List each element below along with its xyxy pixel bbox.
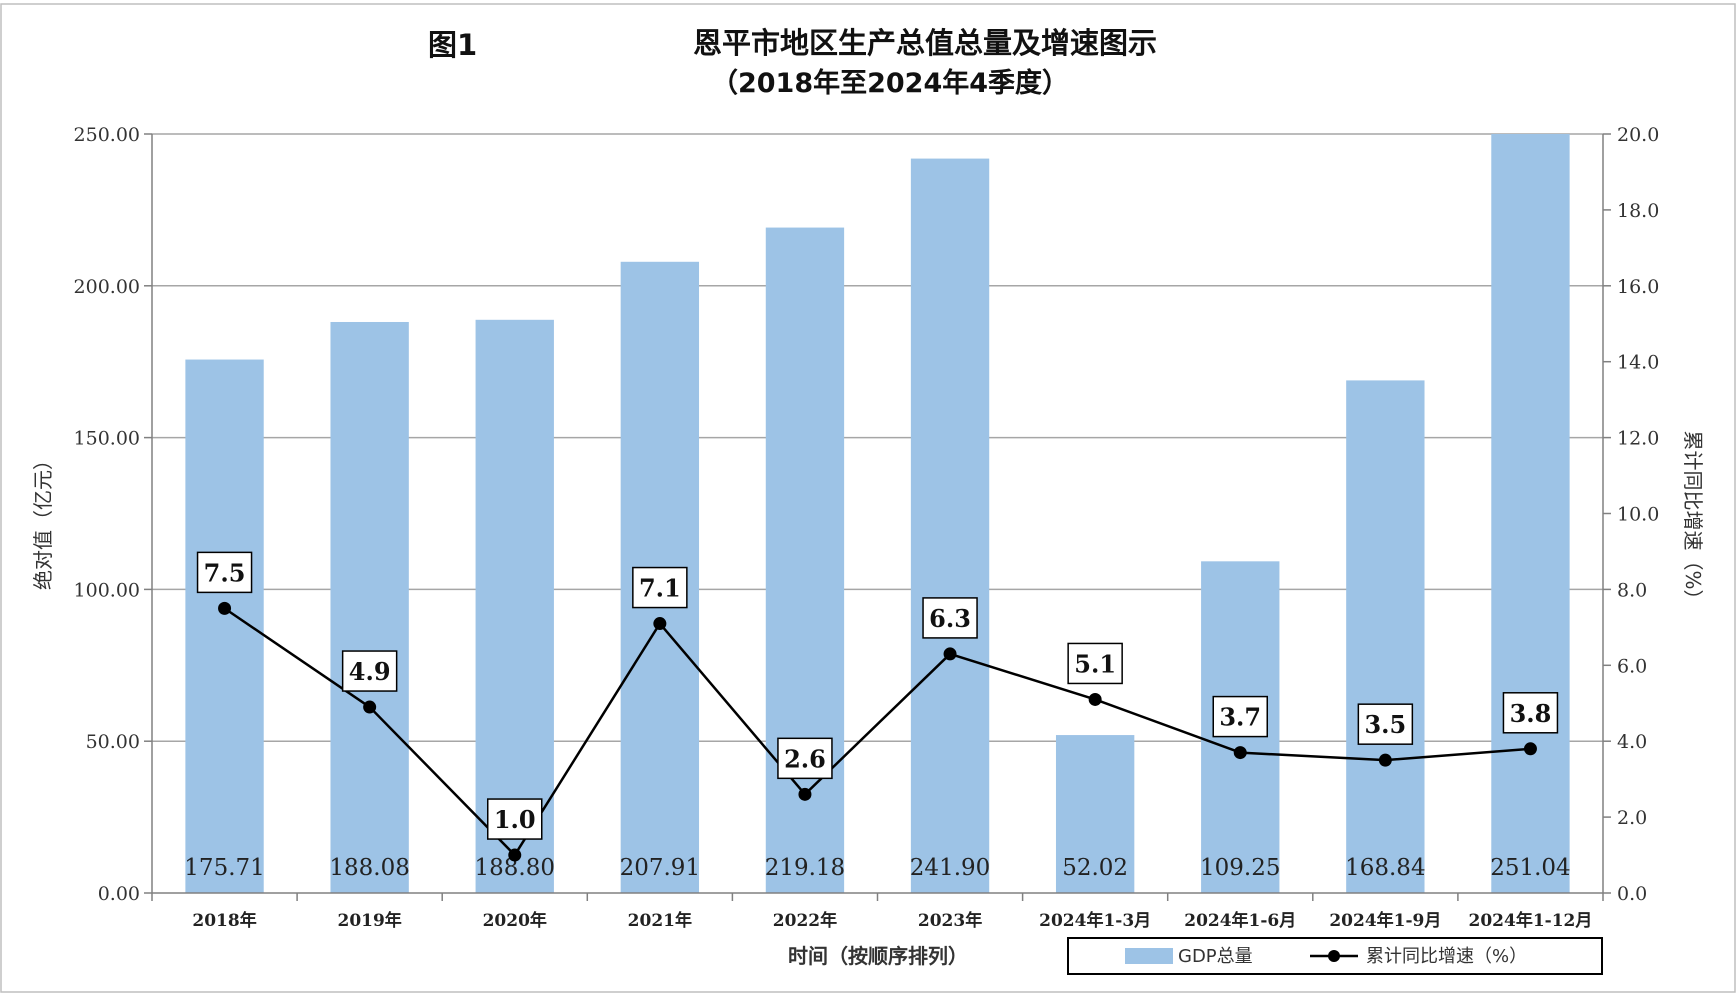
legend-bar-label: GDP总量: [1178, 946, 1253, 967]
y-tick-label: 250.00: [74, 124, 140, 146]
line-point: [943, 647, 957, 661]
bar-value-label: 52.02: [1062, 855, 1128, 881]
line-label-box: [1357, 703, 1414, 745]
x-axis-title: 时间（按顺序排列）: [788, 944, 968, 968]
y2-tick-label: 4.0: [1617, 731, 1647, 753]
line-label-box: [1067, 642, 1123, 685]
line-value-label: 5.1: [1074, 649, 1116, 678]
bar-value-labels: 175.71 188.08 188.80 207.91 219.18 241.90 52.0…: [184, 855, 1570, 881]
y2-tick-label: 0.0: [1617, 883, 1647, 905]
y2-tick-label: 18.0: [1617, 200, 1659, 222]
bar: [475, 319, 554, 893]
figure-frame: [0, 3, 1736, 993]
right-axis-ticks: 0.0 2.0 4.0 6.0 8.0 10.0 12.0 14.0 16.0 18.0 20.0: [1603, 124, 1659, 905]
line-value-label: 2.6: [784, 744, 826, 773]
category-label: 2023年: [918, 910, 982, 931]
category-label: 2021年: [628, 910, 692, 931]
line-value-label: 3.8: [1510, 699, 1552, 728]
chart-title: 恩平市地区生产总值总量及增速图示: [693, 26, 1157, 60]
category-label: 2020年: [483, 910, 547, 931]
category-label: 2024年1-12月: [1469, 910, 1593, 931]
bar: [1346, 380, 1425, 894]
category-label: 2022年: [773, 910, 837, 931]
line-value-label: 6.3: [929, 604, 971, 633]
line-label-box: [632, 566, 688, 609]
bar-value-label: 251.04: [1490, 855, 1570, 881]
y2-tick-label: 20.0: [1617, 124, 1659, 146]
chart-subtitle: （2018年至2024年4季度）: [711, 67, 1069, 99]
line-value-label: 7.1: [639, 574, 681, 603]
line-point: [1233, 746, 1247, 760]
y2-tick-label: 16.0: [1617, 276, 1659, 298]
y-tick-label: 200.00: [74, 276, 140, 298]
category-label: 2024年1-3月: [1039, 910, 1151, 931]
line-value-label: 7.5: [204, 558, 246, 587]
line-point: [218, 601, 232, 615]
bar-value-label: 109.25: [1200, 855, 1280, 881]
y-tick-label: 100.00: [74, 579, 140, 601]
y-tick-label: 150.00: [74, 428, 140, 450]
category-label: 2024年1-9月: [1329, 910, 1441, 931]
bar: [910, 158, 990, 893]
line-value-labels: 7.5 4.9 1.0 7.1 2.6 6.3 5.1 3.7 3.5 3.8: [196, 551, 1559, 840]
line-label-box: [1502, 692, 1559, 734]
line-point: [363, 700, 377, 714]
growth-line: [223, 607, 1531, 857]
bar-value-label: 207.91: [620, 855, 700, 881]
left-axis-ticks: 0.00 50.00 100.00 150.00 200.00 250.00: [74, 124, 152, 905]
line-point: [1088, 692, 1102, 706]
y-tick-label: 0.00: [98, 883, 140, 905]
y2-tick-label: 6.0: [1617, 655, 1647, 677]
y2-tick-label: 2.0: [1617, 807, 1647, 829]
bar: [765, 227, 845, 893]
legend-line-marker: [1328, 950, 1340, 962]
y-axis-title: 绝对值（亿元）: [31, 450, 55, 590]
y2-axis-title: 累计同比增速（%）: [1681, 430, 1705, 609]
line-label-box: [341, 650, 398, 692]
line-series: [218, 601, 1537, 862]
line-value-label: 1.0: [494, 805, 536, 834]
line-label-box: [777, 737, 833, 780]
line-point: [1378, 753, 1392, 767]
line-point: [1523, 742, 1537, 756]
category-label: 2018年: [192, 910, 256, 931]
bar: [330, 321, 409, 893]
bar-value-label: 168.84: [1345, 855, 1425, 881]
bar-value-label: 175.71: [184, 855, 264, 881]
line-point: [508, 848, 522, 862]
line-label-box: [922, 597, 978, 639]
bar: [1491, 134, 1570, 893]
y2-tick-label: 8.0: [1617, 579, 1647, 601]
bar-value-label: 219.18: [765, 855, 845, 881]
line-value-label: 3.5: [1364, 710, 1406, 739]
legend-bar-swatch: [1125, 948, 1173, 964]
legend: GDP总量 累计同比增速（%）: [1067, 937, 1603, 975]
y2-tick-label: 12.0: [1617, 428, 1659, 450]
bar-value-label: 188.08: [329, 855, 409, 881]
y-tick-label: 50.00: [86, 731, 140, 753]
line-value-label: 3.7: [1219, 703, 1261, 732]
y2-tick-label: 10.0: [1617, 504, 1659, 526]
legend-line-label: 累计同比增速（%）: [1366, 946, 1527, 967]
category-label: 2019年: [337, 910, 401, 931]
line-label-box: [1212, 695, 1268, 738]
bar-value-label: 241.90: [910, 855, 990, 881]
line-value-label: 4.9: [349, 657, 391, 686]
y2-tick-label: 14.0: [1617, 352, 1659, 374]
category-labels: 2018年 2019年 2020年 2021年 2022年 2023年 2024年1-3月 2…: [192, 910, 1592, 931]
line-point: [653, 617, 667, 631]
bar: [1055, 735, 1135, 893]
line-label-box: [196, 551, 253, 594]
line-label-box: [487, 798, 543, 840]
bar-series: [185, 134, 1570, 894]
figure-label: 图1: [428, 28, 477, 62]
category-label: 2024年1-6月: [1184, 910, 1296, 931]
line-point: [798, 787, 812, 801]
